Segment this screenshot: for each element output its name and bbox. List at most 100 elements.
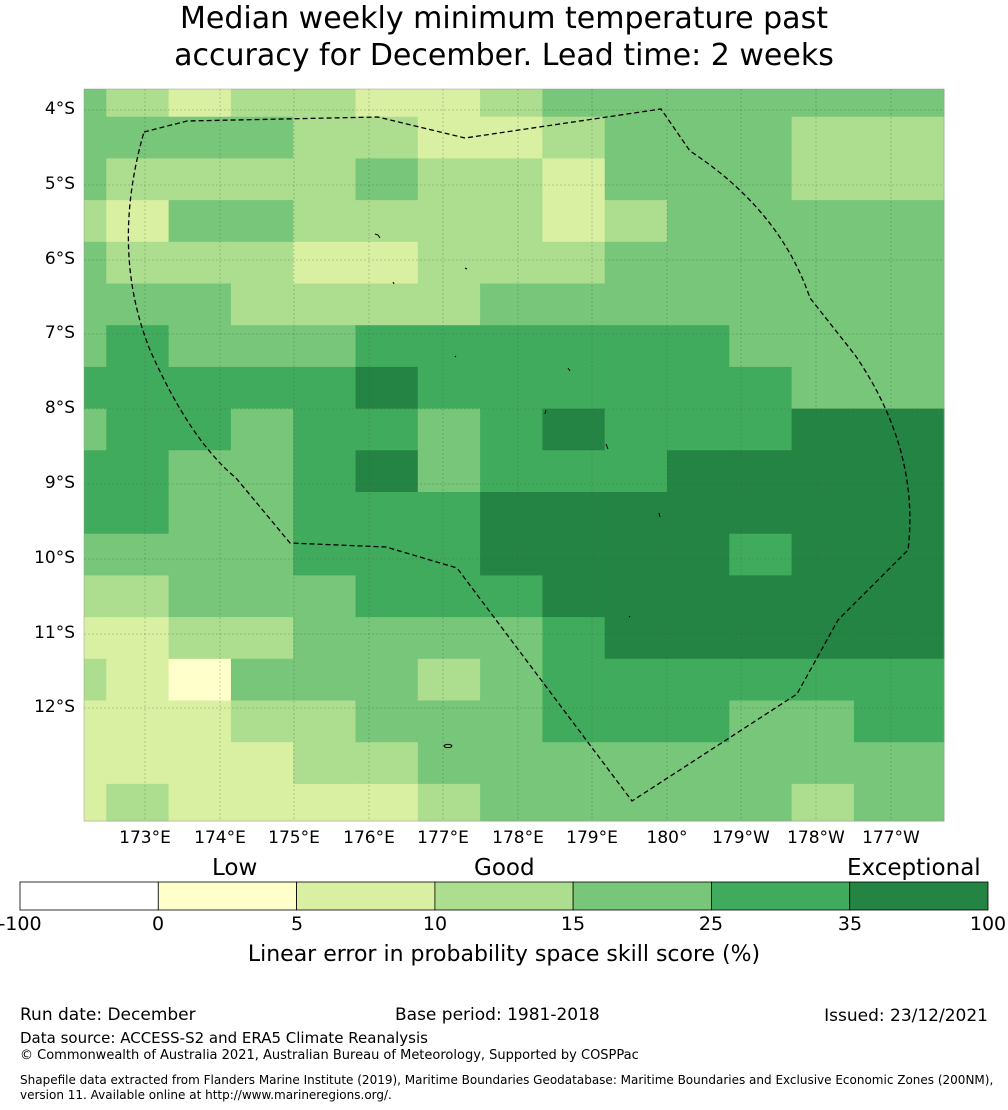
skill-grid <box>84 89 945 822</box>
grid-cell <box>791 617 855 660</box>
grid-cell <box>355 158 419 201</box>
grid-cell <box>355 700 419 743</box>
grid-cell <box>791 575 855 618</box>
grid-cell <box>230 116 294 159</box>
grid-cell <box>667 283 730 326</box>
grid-cell <box>853 366 917 410</box>
grid-cell <box>604 283 668 326</box>
grid-cell <box>916 89 945 118</box>
grid-cell <box>168 200 232 243</box>
grid-cell <box>417 366 481 410</box>
grid-cell <box>168 700 232 743</box>
grid-cell <box>916 783 945 822</box>
grid-cell <box>293 325 356 368</box>
grid-cell <box>542 700 606 743</box>
grid-cell <box>480 450 543 493</box>
grid-cell <box>106 742 170 785</box>
grid-cell <box>84 325 107 368</box>
grid-cell <box>729 575 793 618</box>
grid-cell <box>916 617 945 660</box>
grid-cell <box>417 742 481 785</box>
lat-label: 9°S <box>44 473 75 493</box>
grid-cell <box>355 492 419 535</box>
grid-cell <box>480 575 543 618</box>
grid-cell <box>106 241 170 284</box>
grid-cell <box>355 408 419 451</box>
grid-cell <box>667 325 730 368</box>
grid-cell <box>230 658 294 701</box>
grid-cell <box>355 783 419 822</box>
colorbar-segment <box>434 881 574 911</box>
grid-cell <box>542 200 606 243</box>
grid-cell <box>355 366 419 410</box>
grid-cell <box>604 158 668 201</box>
grid-cell <box>667 408 730 451</box>
grid-cell <box>667 492 730 535</box>
lon-label: 180° <box>646 828 688 848</box>
grid-cell <box>791 742 855 785</box>
grid-cell <box>355 742 419 785</box>
grid-cell <box>916 450 945 493</box>
grid-cell <box>230 89 294 118</box>
grid-cell <box>293 617 356 660</box>
grid-cell <box>84 492 107 535</box>
grid-cell <box>916 742 945 785</box>
grid-cell <box>106 533 170 576</box>
grid-cell <box>417 450 481 493</box>
grid-cell <box>916 200 945 243</box>
grid-cell <box>604 200 668 243</box>
grid-cell <box>604 408 668 451</box>
grid-cell <box>168 408 232 451</box>
grid-cell <box>293 783 356 822</box>
grid-cell <box>542 658 606 701</box>
grid-cell <box>542 450 606 493</box>
grid-cell <box>916 116 945 159</box>
grid-cell <box>480 783 543 822</box>
grid-cell <box>417 158 481 201</box>
grid-cell <box>168 366 232 410</box>
grid-cell <box>604 783 668 822</box>
chart-title-line1: Median weekly minimum temperature past <box>180 1 828 36</box>
run-date: Run date: December <box>20 1005 196 1025</box>
grid-cell <box>230 617 294 660</box>
grid-cell <box>417 658 481 701</box>
grid-cell <box>84 617 107 660</box>
grid-cell <box>293 89 356 118</box>
grid-cell <box>791 241 855 284</box>
copyright: © Commonwealth of Australia 2021, Austra… <box>20 1048 639 1063</box>
category-good: Good <box>474 855 535 881</box>
grid-cell <box>106 450 170 493</box>
grid-cell <box>293 658 356 701</box>
grid-cell <box>293 408 356 451</box>
grid-cell <box>168 241 232 284</box>
grid-cell <box>542 241 606 284</box>
grid-cell <box>168 158 232 201</box>
shapefile-credit-line2: version 11. Available online at http://w… <box>20 1088 392 1102</box>
grid-cell <box>916 241 945 284</box>
lat-label: 11°S <box>34 623 75 643</box>
colorbar-tick: 15 <box>560 913 586 935</box>
grid-cell <box>542 408 606 451</box>
lat-label: 10°S <box>34 548 75 568</box>
grid-cell <box>230 783 294 822</box>
grid-cell <box>168 116 232 159</box>
grid-cell <box>791 200 855 243</box>
grid-cell <box>542 575 606 618</box>
colorbar-segment <box>849 881 989 911</box>
lat-label: 8°S <box>44 398 75 418</box>
grid-cell <box>355 325 419 368</box>
grid-cell <box>604 700 668 743</box>
grid-cell <box>84 533 107 576</box>
grid-cell <box>84 241 107 284</box>
grid-cell <box>230 241 294 284</box>
grid-cell <box>480 492 543 535</box>
colorbar-tick: 25 <box>698 913 724 935</box>
grid-cell <box>667 241 730 284</box>
grid-cell <box>729 617 793 660</box>
grid-cell <box>916 366 945 410</box>
grid-cell <box>791 533 855 576</box>
grid-cell <box>542 742 606 785</box>
grid-cell <box>417 116 481 159</box>
grid-cell <box>853 283 917 326</box>
grid-cell <box>417 283 481 326</box>
